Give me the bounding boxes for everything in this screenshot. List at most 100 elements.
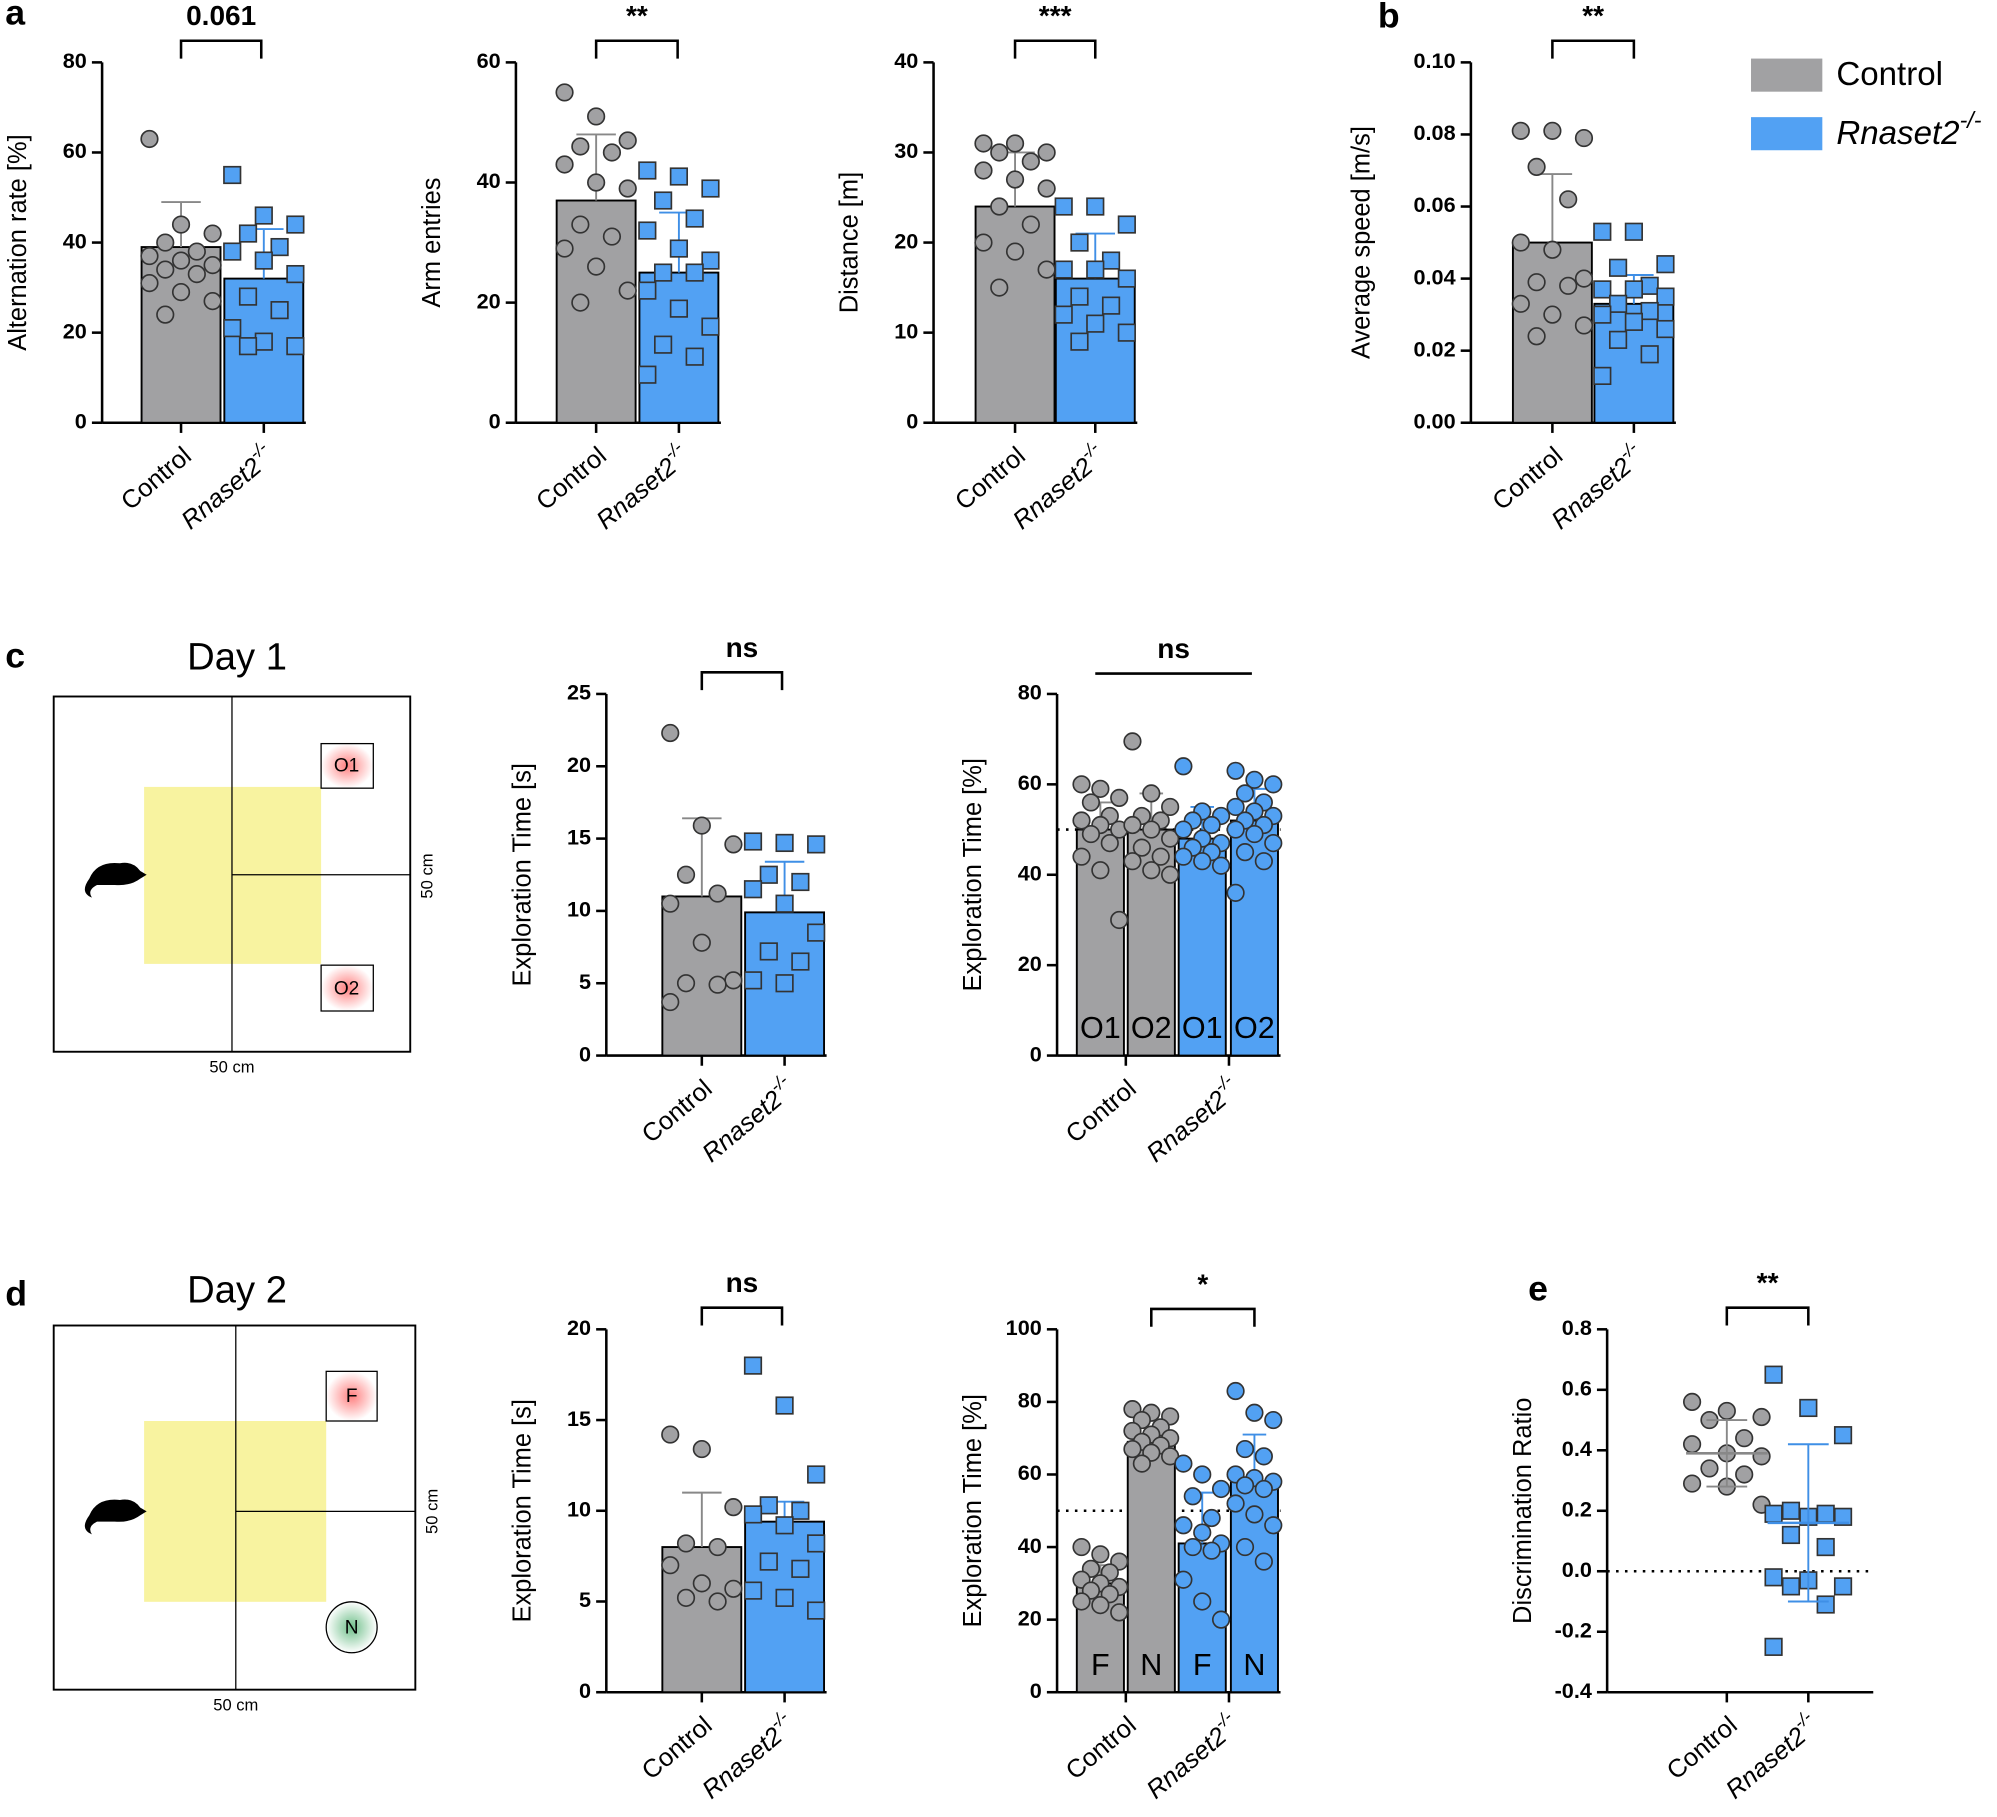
data-point <box>1101 296 1121 315</box>
data-point <box>1254 1552 1273 1571</box>
data-point <box>1070 332 1089 351</box>
significance-label: ns <box>1157 633 1190 664</box>
data-point <box>743 1505 763 1524</box>
data-point <box>1656 255 1675 274</box>
data-point <box>1245 1505 1264 1524</box>
diagram-title: Day 1 <box>187 636 287 679</box>
data-point <box>1799 1398 1818 1418</box>
data-point <box>669 167 689 186</box>
data-point <box>791 1501 810 1520</box>
data-point <box>1226 883 1245 902</box>
data-point <box>187 264 206 284</box>
data-point <box>791 1559 810 1578</box>
data-point <box>1816 1595 1835 1614</box>
data-point <box>1764 1365 1783 1384</box>
y-tick-label: 0.0 <box>1562 1557 1592 1582</box>
y-tick-label: 40 <box>477 168 501 193</box>
data-point <box>156 305 175 324</box>
data-point <box>1235 1537 1255 1557</box>
data-point <box>1235 843 1255 862</box>
bar <box>1126 1440 1176 1694</box>
data-point <box>1183 1537 1202 1557</box>
data-point <box>1781 1577 1801 1596</box>
y-tick-label: 0.00 <box>1414 408 1456 433</box>
data-point <box>692 1574 711 1593</box>
data-point <box>1193 1465 1212 1484</box>
data-point <box>223 242 242 261</box>
chart: 0.00 0.02 0.04 0.06 0.08 0.10 Average speed [m… <box>1347 0 1676 535</box>
data-point <box>286 264 305 284</box>
data-point <box>1608 258 1628 277</box>
data-point <box>1117 215 1136 234</box>
data-point <box>1072 775 1091 794</box>
data-point <box>1593 366 1612 385</box>
data-point <box>759 1552 778 1571</box>
data-point <box>238 287 258 306</box>
y-tick-label: 30 <box>894 138 918 163</box>
data-point <box>1264 1516 1283 1535</box>
dimension-label: 50 cm <box>209 1058 254 1077</box>
data-point <box>1608 294 1628 313</box>
data-point <box>171 215 191 234</box>
data-point <box>1816 1504 1835 1523</box>
data-point <box>743 880 763 899</box>
data-point <box>1608 330 1628 349</box>
data-point <box>1226 1494 1245 1513</box>
data-point <box>1193 1523 1212 1542</box>
data-point <box>602 227 622 246</box>
panel-letter: d <box>5 1274 27 1314</box>
x-tick-label: Control <box>1061 1074 1142 1148</box>
data-point <box>587 173 606 192</box>
data-point <box>638 161 657 180</box>
data-point <box>1264 834 1283 853</box>
data-point <box>1624 312 1643 331</box>
significance-label: *** <box>1039 0 1072 31</box>
x-tick-label: Rnaset2-/- <box>172 437 279 535</box>
y-tick-label: 20 <box>894 228 918 253</box>
data-point <box>156 233 175 252</box>
data-point <box>1110 1603 1129 1622</box>
y-tick-label: 0.08 <box>1414 120 1456 145</box>
data-point <box>974 161 993 180</box>
object-label: F <box>346 1386 358 1407</box>
data-point <box>1005 242 1025 261</box>
bar-label: F <box>1091 1648 1110 1682</box>
y-tick-label: -0.2 <box>1555 1617 1592 1642</box>
data-point <box>1833 1426 1853 1445</box>
data-point <box>1640 276 1659 295</box>
y-tick-label: -0.4 <box>1555 1678 1592 1703</box>
significance-bracket <box>594 39 679 59</box>
dimension-label: 50 cm <box>423 1489 442 1534</box>
data-point <box>1640 301 1659 321</box>
data-point <box>638 365 657 384</box>
y-tick-label: 40 <box>894 48 918 73</box>
data-point <box>1070 287 1089 306</box>
y-axis-label: Exploration Time [s] <box>508 1399 536 1623</box>
data-point <box>1527 157 1546 176</box>
bar <box>555 199 637 424</box>
data-point <box>1174 1454 1193 1473</box>
y-axis-label: Average speed [m/s] <box>1347 126 1375 359</box>
x-tick-label: Rnaset2-/- <box>587 437 694 535</box>
data-point <box>203 292 222 311</box>
data-point <box>286 337 305 356</box>
data-point <box>1054 260 1073 279</box>
data-point <box>661 992 680 1012</box>
data-point <box>638 221 657 240</box>
data-point <box>701 251 720 270</box>
data-point <box>555 155 574 174</box>
data-point <box>759 1496 778 1515</box>
data-point <box>1086 197 1105 216</box>
significance-label: ns <box>726 1267 759 1298</box>
data-point <box>602 143 622 162</box>
data-point <box>1833 1577 1853 1596</box>
data-point <box>1070 233 1089 252</box>
panel-letter: c <box>5 636 25 676</box>
data-point <box>171 251 191 270</box>
data-point <box>1682 1392 1702 1412</box>
data-point <box>1142 820 1161 839</box>
y-axis-label: Discrimination Ratio <box>1509 1398 1537 1624</box>
x-tick-label: Rnaset2-/- <box>693 1070 800 1168</box>
